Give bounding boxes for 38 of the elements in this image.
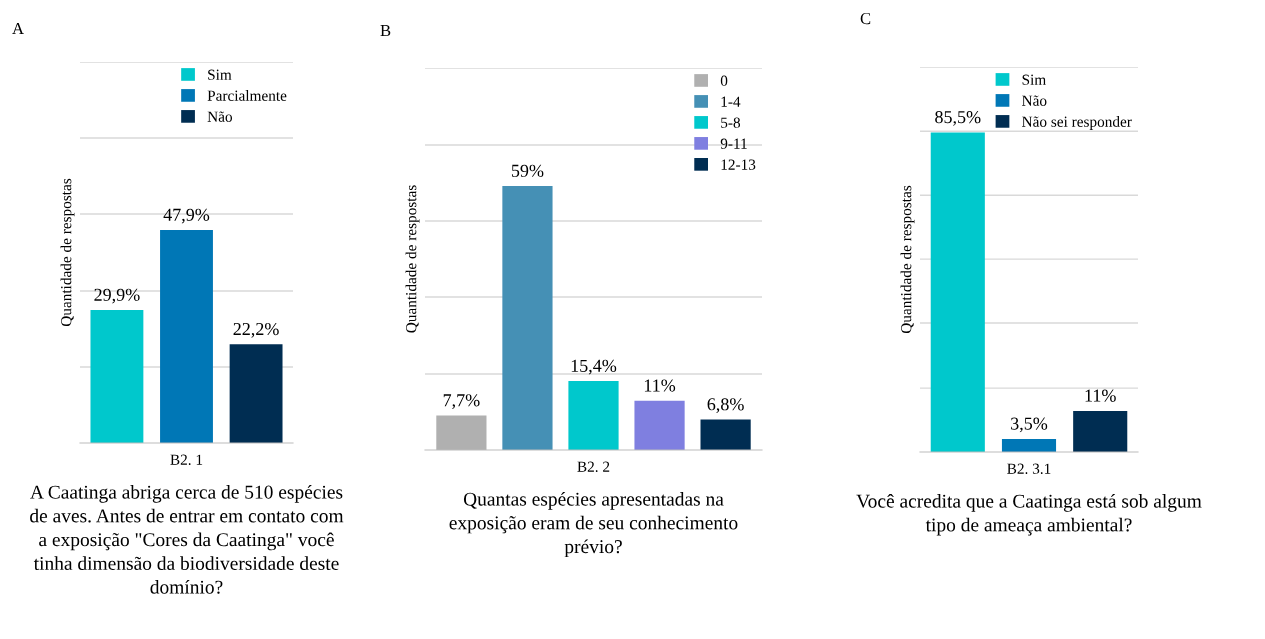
- data-label: 29,9%: [94, 288, 140, 304]
- data-label: 15,4%: [571, 359, 617, 375]
- bar: [634, 400, 685, 450]
- x-axis-title: B2. 1: [170, 454, 203, 465]
- y-axis-title: Quantidade de respostas: [60, 178, 75, 327]
- text: A Caatinga abriga cerca de 510 espécies de aves. Antes de entrar em contato com a exposição "Cores da Caatinga" você tinha dimensão da biodiversidade deste domínio?: [30, 485, 344, 594]
- data-label: 47,9%: [163, 208, 210, 224]
- x-axis-title: B2. 2: [577, 461, 610, 472]
- bar: [568, 381, 619, 450]
- chart-title: C: [860, 12, 871, 25]
- data-label: 6,8%: [707, 398, 744, 413]
- data-label: 7,7%: [443, 394, 480, 409]
- data-label: 11%: [1085, 389, 1116, 402]
- legend-label: 0: [720, 75, 728, 86]
- text: Você acredita que a Caatinga está sob algum tipo de ameaça ambiental?: [856, 494, 1202, 536]
- data-label: 59%: [511, 164, 544, 177]
- y-axis-title: Quantidade de respostas: [405, 185, 420, 333]
- legend-label: 12-13: [721, 159, 756, 170]
- chart-title: B: [380, 25, 391, 37]
- legend-label: 1-4: [721, 96, 741, 107]
- text: Quantas espécies apresentadas na exposição eram de seu conhecimento prévio?: [449, 492, 738, 558]
- x-axis-title: B2. 3.1: [1007, 463, 1051, 474]
- legend-label: 9-11: [720, 138, 747, 149]
- y-axis-title: Quantidade de respostas: [900, 185, 915, 334]
- legend-label: Sim: [1022, 74, 1046, 85]
- legend-label: Não: [207, 111, 233, 122]
- legend-label: Não sei responder: [1022, 116, 1132, 130]
- chart-title: A: [12, 23, 24, 35]
- bar: [502, 186, 553, 450]
- legend-label: 5-8: [721, 117, 741, 128]
- bar: [700, 419, 751, 450]
- data-label: 3,5%: [1011, 417, 1048, 433]
- data-label: 11%: [644, 379, 676, 392]
- legend-label: Parcialmente: [207, 90, 287, 101]
- legend-label: Sim: [208, 69, 232, 80]
- data-label: 85,5%: [935, 111, 981, 126]
- data-label: 22,2%: [233, 322, 279, 338]
- legend-label: Não: [1022, 95, 1047, 106]
